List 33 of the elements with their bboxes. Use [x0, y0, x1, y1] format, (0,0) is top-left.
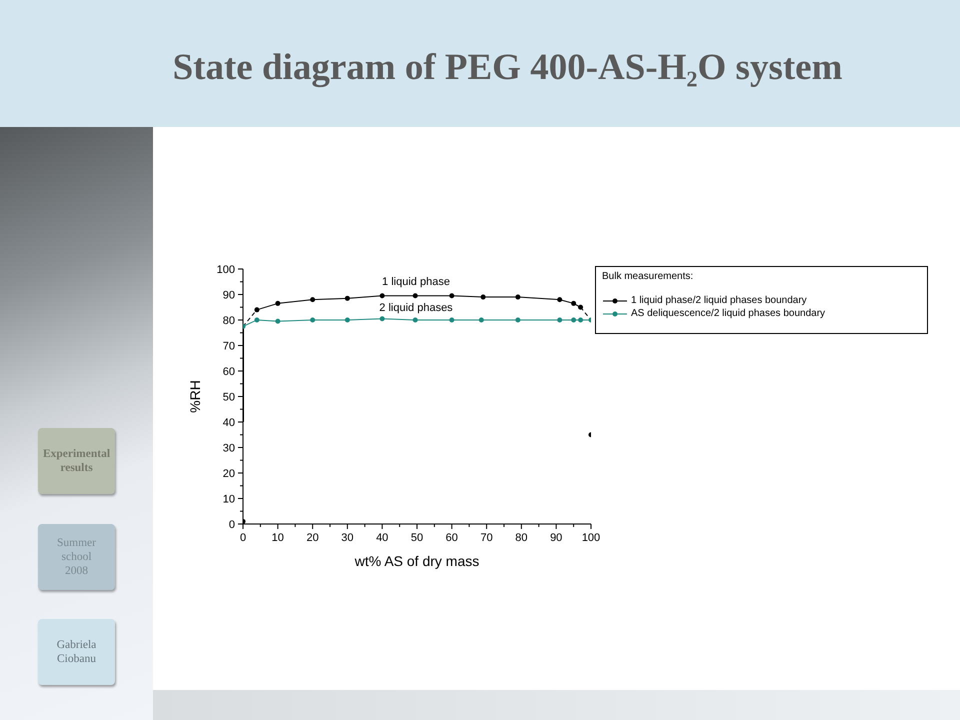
y-tick-label: 20	[222, 468, 235, 480]
slide-button: Summer school 2008	[38, 524, 115, 590]
y-axis-title: %RH	[186, 380, 203, 413]
x-tick-label: 40	[376, 532, 388, 544]
legend-label: AS deliquescence/2 liquid phases boundary	[631, 308, 826, 319]
y-tick-label: 50	[222, 392, 235, 404]
y-tick-label: 100	[216, 264, 235, 276]
y-tick-label: 30	[222, 442, 235, 454]
x-tick-label: 100	[582, 532, 600, 544]
slide-button: Experimental results	[38, 428, 115, 494]
x-tick-label: 30	[341, 532, 354, 544]
y-tick-label: 80	[222, 315, 235, 327]
y-tick-label: 40	[222, 417, 235, 429]
annotation: 2 liquid phases	[379, 302, 453, 314]
x-tick-label: 80	[515, 532, 528, 544]
y-tick-label: 90	[222, 290, 235, 302]
x-tick-label: 50	[410, 532, 424, 544]
y-tick-label: 60	[222, 366, 235, 378]
x-axis-title: wt% AS of dry mass	[354, 553, 480, 569]
legend-label: 1 liquid phase/2 liquid phases boundary	[631, 295, 807, 306]
legend-title: Bulk measurements:	[602, 271, 694, 282]
y-tick-label: 10	[222, 494, 235, 506]
y-tick-label: 70	[222, 340, 235, 352]
chart-title: State diagram of PEG 400-AS-H₂O system	[172, 46, 844, 89]
x-tick-label: 0	[240, 532, 246, 544]
x-tick-label: 10	[272, 532, 284, 544]
y-tick-label: 0	[228, 519, 235, 531]
x-tick-label: 60	[446, 532, 458, 544]
slide-button: Gabriela Ciobanu	[38, 619, 115, 685]
x-tick-label: 20	[306, 532, 319, 544]
x-tick-label: 90	[550, 532, 562, 544]
x-tick-label: 70	[480, 532, 493, 544]
annotation: 1 liquid phase	[382, 276, 450, 288]
